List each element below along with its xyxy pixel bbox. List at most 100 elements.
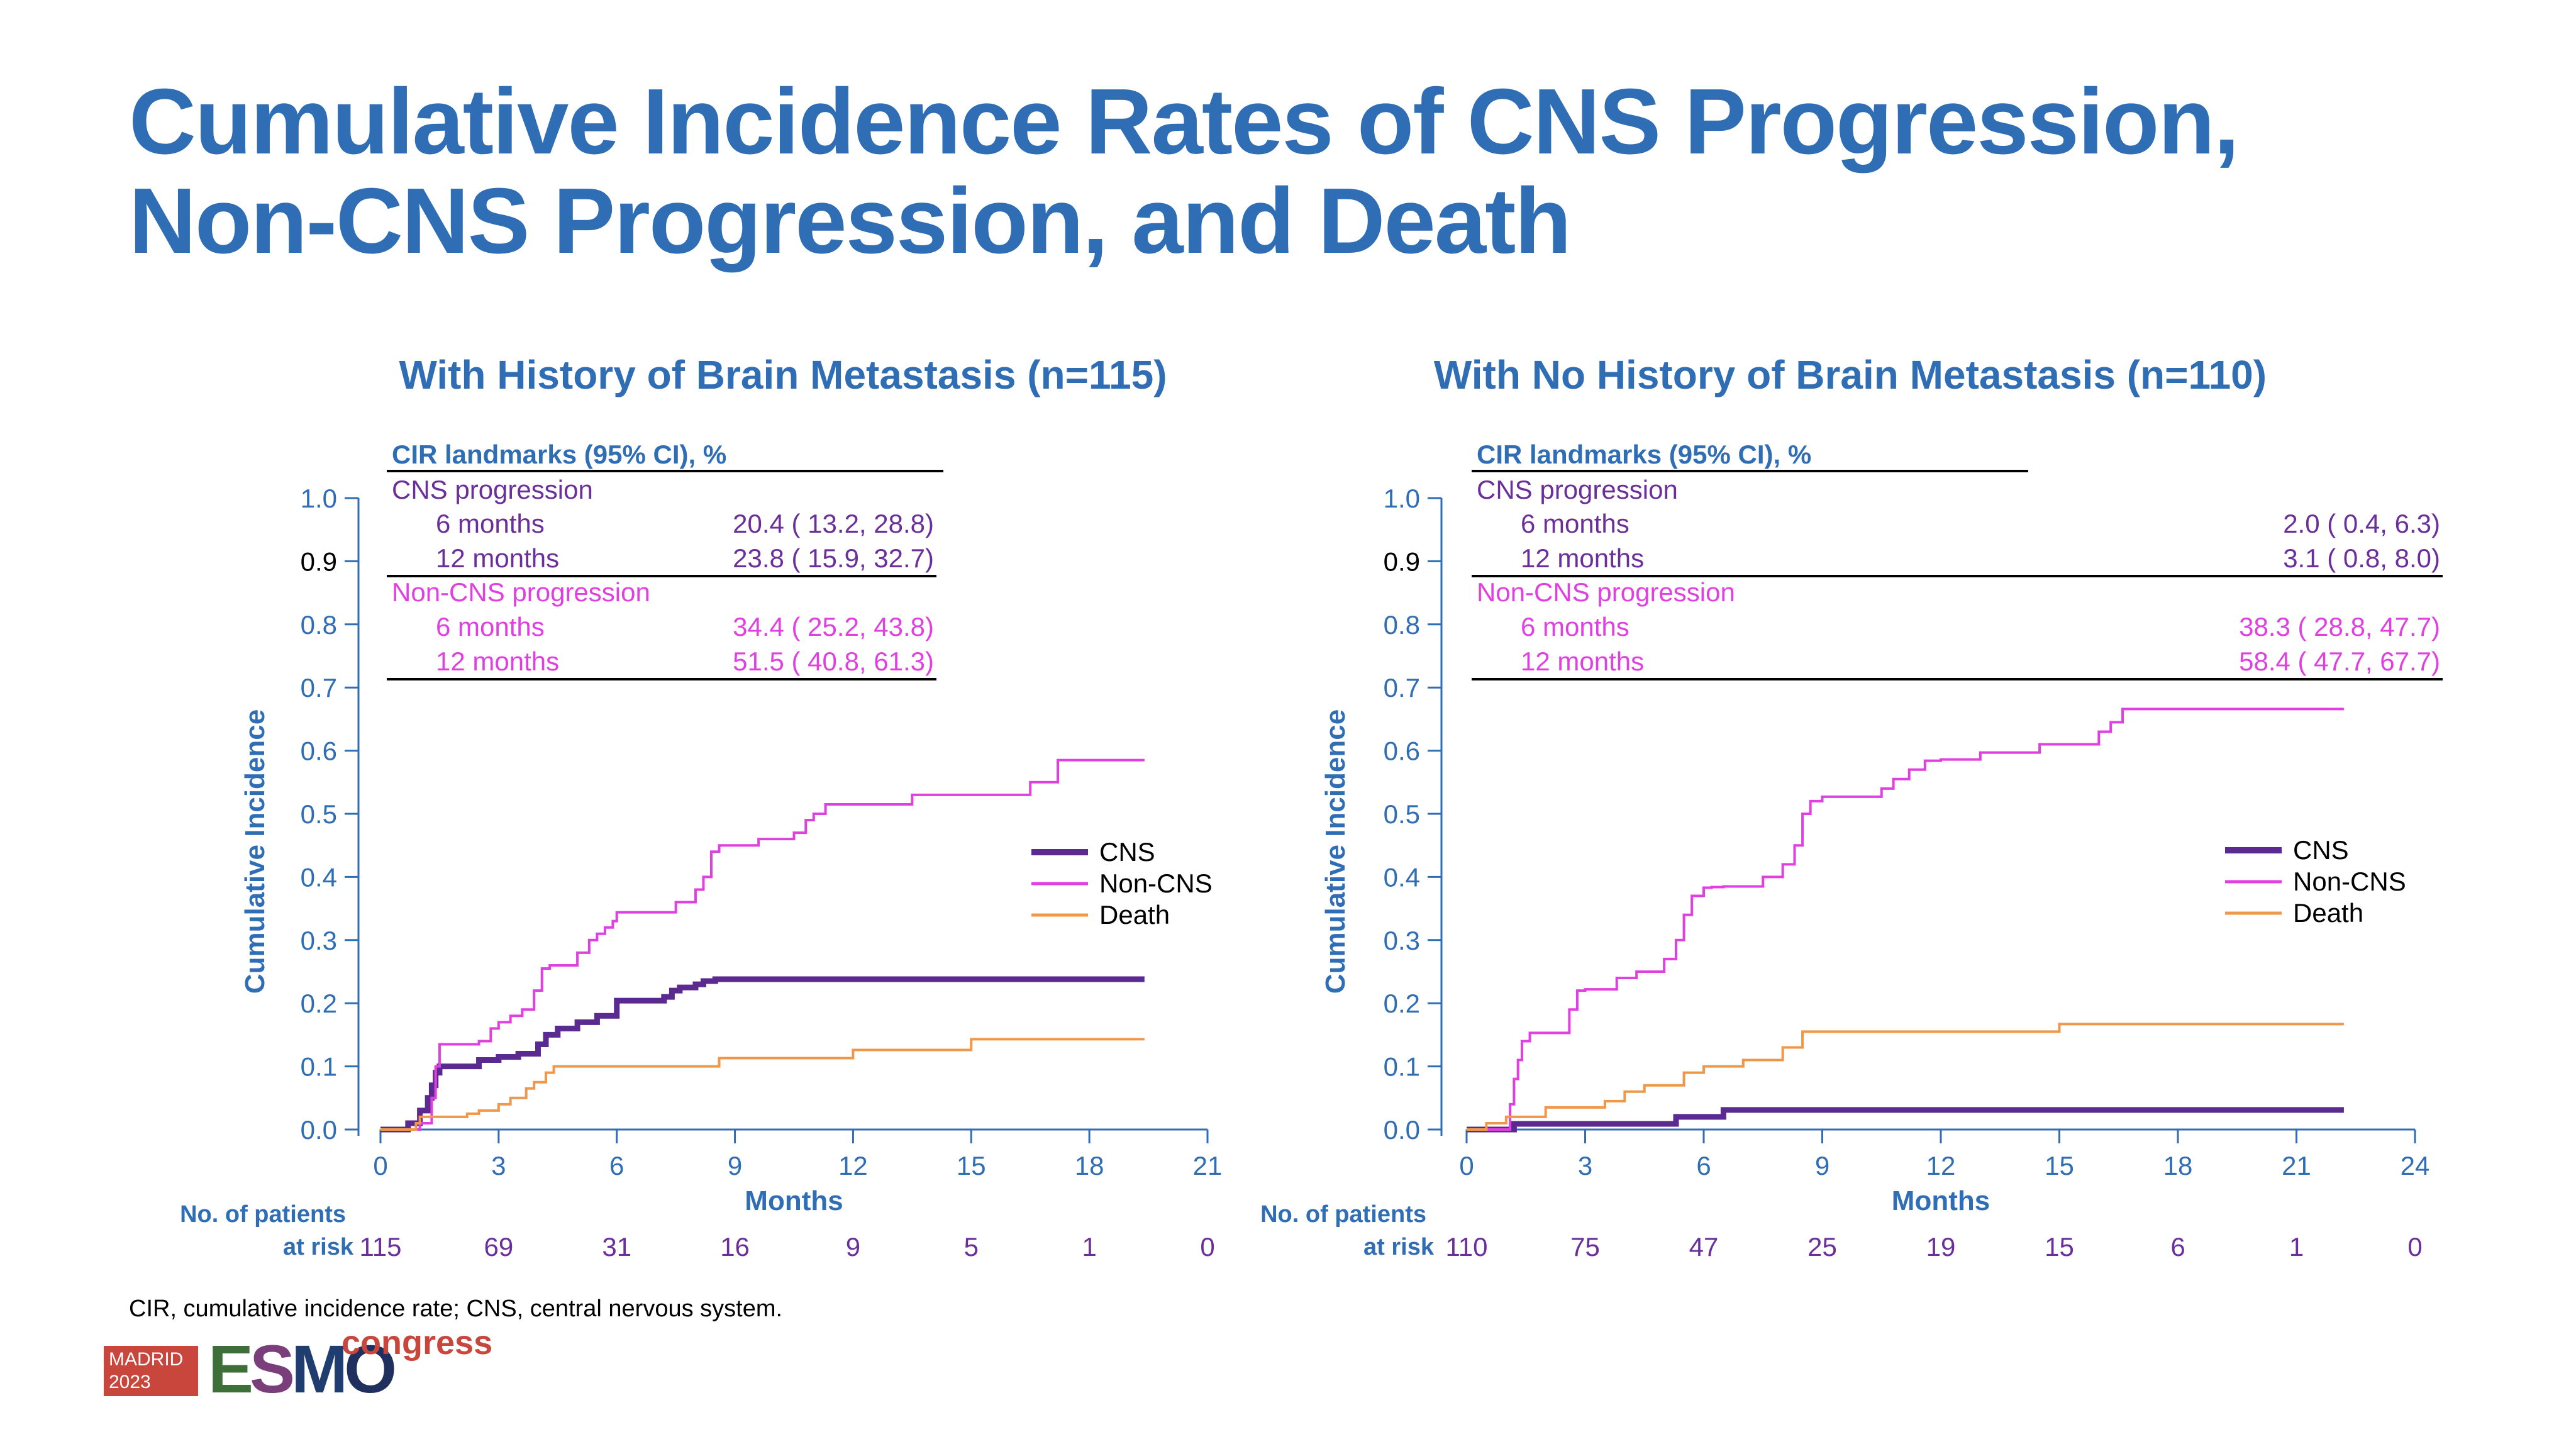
- y-tick-label: 0.7: [301, 673, 337, 702]
- logo-letter-1: E: [208, 1331, 253, 1407]
- x-tick-label: 9: [1815, 1151, 1829, 1180]
- x-tick-label: 12: [1926, 1151, 1956, 1180]
- at-risk-count: 47: [1689, 1232, 1719, 1262]
- slide-title: Cumulative Incidence Rates of CNS Progre…: [129, 72, 2456, 271]
- landmarks-row-value: 58.4 ( 47.7, 67.7): [2239, 647, 2440, 676]
- y-tick-label: 1.0: [301, 484, 337, 513]
- landmarks-row-value: 51.5 ( 40.8, 61.3): [733, 647, 934, 676]
- logo-letter-3: M: [291, 1331, 348, 1407]
- logo-city-badge: MADRID 2023: [104, 1346, 198, 1396]
- at-risk-count: 16: [720, 1232, 750, 1262]
- x-tick-label: 18: [2163, 1151, 2193, 1180]
- y-tick-label: 0.8: [1384, 610, 1420, 640]
- y-tick-label: 0.2: [1384, 989, 1420, 1018]
- legend-label: Non-CNS: [2293, 867, 2406, 896]
- slide-title-line-2: Non-CNS Progression, and Death: [129, 169, 1572, 273]
- legend-label: CNS: [2293, 835, 2349, 865]
- landmarks-row-value: 20.4 ( 13.2, 28.8): [733, 509, 934, 538]
- landmarks-row-value: 2.0 ( 0.4, 6.3): [2283, 509, 2440, 538]
- at-risk-label-line-1: No. of patients: [1260, 1201, 1426, 1228]
- at-risk-count: 15: [2045, 1232, 2074, 1262]
- y-tick-label: 1.0: [1384, 484, 1420, 513]
- y-axis-label: Cumulative Incidence: [1320, 709, 1351, 994]
- x-tick-label: 0: [1459, 1151, 1474, 1180]
- y-tick-label: 0.1: [1384, 1052, 1420, 1082]
- y-tick-label: 0.4: [1384, 862, 1420, 892]
- x-tick-label: 15: [957, 1151, 986, 1180]
- at-risk-count: 115: [360, 1232, 402, 1262]
- landmarks-row-value: 23.8 ( 15.9, 32.7): [733, 543, 934, 573]
- chart-history-brain-metastasis: With History of Brain Metastasis (n=115)…: [180, 352, 1223, 1262]
- x-tick-label: 12: [838, 1151, 868, 1180]
- at-risk-count: 31: [602, 1232, 631, 1262]
- x-tick-label: 6: [1696, 1151, 1711, 1180]
- landmarks-row-label: 12 months: [436, 647, 559, 676]
- y-tick-label: 0.9: [1384, 547, 1420, 576]
- landmarks-row-label: 12 months: [1521, 647, 1644, 676]
- landmarks-header: CIR landmarks (95% CI), %: [1477, 440, 1811, 469]
- y-tick-label: 0.2: [301, 989, 337, 1018]
- landmarks-row-label: 6 months: [1521, 612, 1629, 641]
- at-risk-label-line-1: No. of patients: [180, 1201, 346, 1228]
- at-risk-count: 5: [964, 1232, 979, 1262]
- y-tick-label: 0.6: [301, 736, 337, 766]
- x-axis-label: Months: [745, 1185, 843, 1216]
- y-tick-label: 0.9: [301, 547, 337, 576]
- at-risk-count: 110: [1446, 1232, 1488, 1262]
- y-tick-label: 0.3: [301, 926, 337, 955]
- logo-word: congress: [341, 1324, 493, 1362]
- x-tick-label: 24: [2401, 1151, 2430, 1180]
- at-risk-count: 19: [1926, 1232, 1956, 1262]
- y-tick-label: 0.3: [1384, 926, 1420, 955]
- y-tick-label: 0.5: [1384, 799, 1420, 829]
- at-risk-count: 0: [1200, 1232, 1214, 1262]
- chart-title: With History of Brain Metastasis (n=115): [399, 352, 1167, 397]
- x-tick-label: 18: [1075, 1151, 1104, 1180]
- y-tick-label: 0.8: [301, 610, 337, 640]
- x-tick-label: 6: [609, 1151, 624, 1180]
- at-risk-count: 1: [2289, 1232, 2304, 1262]
- series-line-non-cns: [1467, 708, 2344, 1131]
- x-tick-label: 3: [1578, 1151, 1592, 1180]
- at-risk-count: 69: [484, 1232, 513, 1262]
- footnote: CIR, cumulative incidence rate; CNS, cen…: [129, 1296, 783, 1322]
- esmo-congress-logo: MADRID 2023 E S M O congress: [104, 1324, 492, 1407]
- landmarks-row-label: 12 months: [436, 543, 559, 573]
- x-tick-label: 0: [373, 1151, 387, 1180]
- landmarks-row-label: 6 months: [436, 509, 545, 538]
- logo-city: MADRID: [109, 1349, 184, 1370]
- legend-label: Death: [2293, 898, 2363, 928]
- y-tick-label: 0.0: [301, 1115, 337, 1145]
- logo-letter-2: S: [250, 1331, 295, 1407]
- at-risk-count: 75: [1570, 1232, 1600, 1262]
- legend-label: Non-CNS: [1099, 869, 1213, 898]
- series-line-non-cns: [380, 758, 1145, 1131]
- landmarks-row-label: 6 months: [436, 612, 545, 641]
- logo-year: 2023: [109, 1372, 151, 1392]
- landmarks-group-name: Non-CNS progression: [392, 577, 650, 607]
- y-tick-label: 0.4: [301, 862, 337, 892]
- landmarks-row-value: 3.1 ( 0.8, 8.0): [2283, 543, 2440, 573]
- x-tick-label: 21: [1193, 1151, 1223, 1180]
- landmarks-header: CIR landmarks (95% CI), %: [392, 440, 726, 469]
- x-tick-label: 3: [491, 1151, 506, 1180]
- series-line-cns: [1467, 1107, 2344, 1133]
- x-tick-label: 15: [2045, 1151, 2074, 1180]
- y-tick-label: 0.6: [1384, 736, 1420, 766]
- x-axis-label: Months: [1892, 1185, 1990, 1216]
- x-tick-label: 21: [2282, 1151, 2311, 1180]
- series-line-death: [1467, 1023, 2344, 1131]
- legend-label: CNS: [1099, 837, 1155, 867]
- at-risk-count: 0: [2407, 1232, 2422, 1262]
- landmarks-group-name: Non-CNS progression: [1477, 577, 1735, 607]
- slide-title-line-1: Cumulative Incidence Rates of CNS Progre…: [129, 70, 2240, 174]
- y-tick-label: 0.0: [1384, 1115, 1420, 1145]
- logo-letter-4: O: [344, 1331, 397, 1407]
- at-risk-label-line-2: at risk: [283, 1234, 354, 1260]
- chart-title: With No History of Brain Metastasis (n=1…: [1434, 352, 2267, 397]
- at-risk-label-line-2: at risk: [1363, 1234, 1435, 1260]
- series-line-death: [380, 1038, 1145, 1131]
- landmarks-group-name: CNS progression: [392, 475, 593, 504]
- landmarks-row-value: 34.4 ( 25.2, 43.8): [733, 612, 934, 641]
- y-axis-label: Cumulative Incidence: [240, 709, 270, 994]
